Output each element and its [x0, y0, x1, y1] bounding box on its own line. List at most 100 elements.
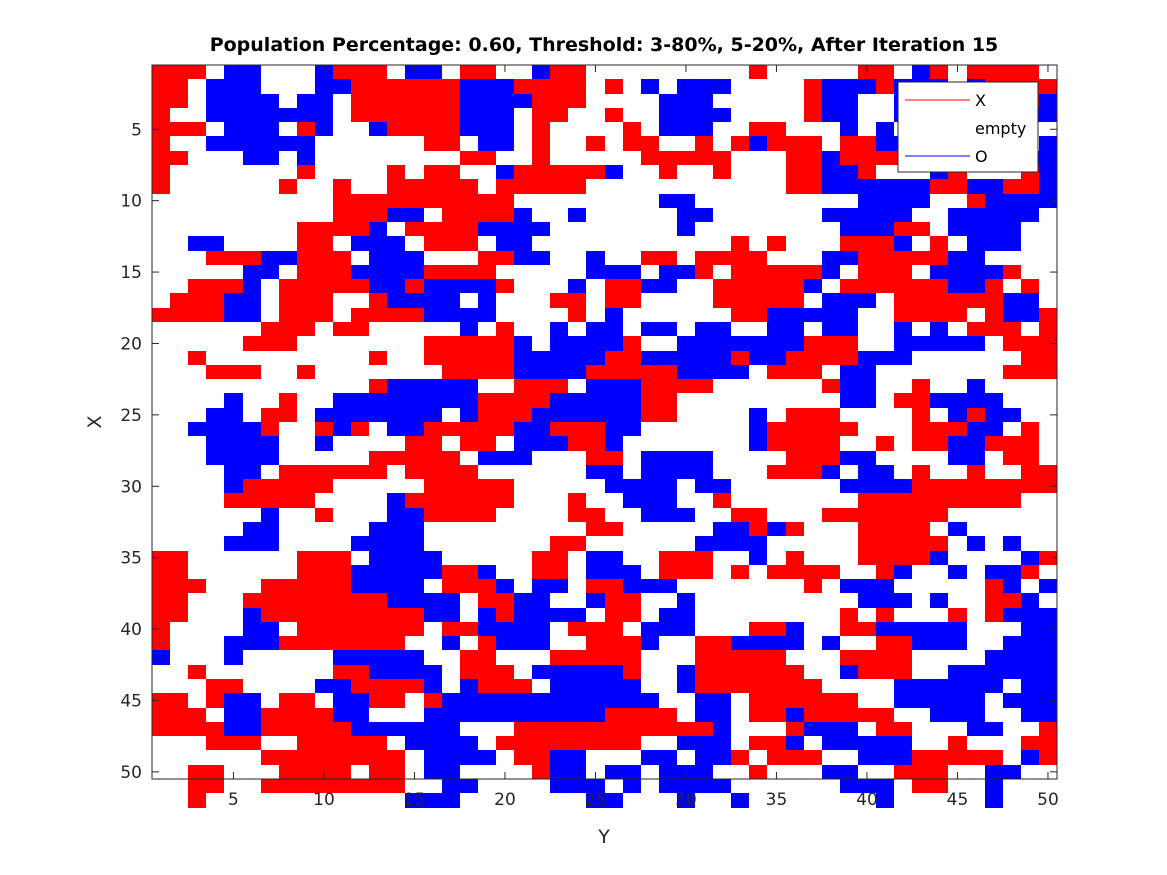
cell-empty: [279, 151, 297, 165]
cell-empty: [948, 793, 967, 808]
cell-empty: [731, 579, 749, 593]
cell-x: [786, 693, 804, 708]
cell-x: [261, 336, 279, 351]
cell-empty: [315, 393, 333, 408]
cell-empty: [858, 122, 876, 136]
cell-x: [405, 122, 424, 136]
cell-o: [568, 665, 586, 679]
cell-empty: [532, 679, 550, 693]
cell-empty: [930, 465, 948, 479]
cell-x: [804, 565, 822, 579]
cell-o: [496, 165, 514, 179]
cell-empty: [767, 551, 786, 565]
cell-o: [713, 79, 731, 94]
cell-x: [1003, 479, 1021, 493]
cell-x: [315, 608, 333, 622]
cell-empty: [1003, 422, 1021, 436]
cell-x: [912, 493, 930, 508]
cell-x: [424, 436, 442, 451]
cell-o: [315, 408, 333, 422]
cell-o: [369, 393, 387, 408]
cell-x: [532, 136, 550, 151]
cell-empty: [496, 436, 514, 451]
cell-empty: [894, 436, 912, 451]
cell-x: [767, 465, 786, 479]
cell-x: [279, 493, 297, 508]
cell-o: [387, 493, 405, 508]
cell-x: [315, 222, 333, 236]
cell-x: [514, 408, 532, 422]
cell-x: [967, 479, 985, 493]
cell-o: [460, 393, 478, 408]
cell-o: [659, 194, 677, 208]
cell-empty: [731, 422, 749, 436]
cell-o: [460, 122, 478, 136]
cell-x: [279, 322, 297, 336]
cell-o: [424, 565, 442, 579]
cell-o: [224, 122, 243, 136]
cell-empty: [496, 379, 514, 393]
cell-empty: [224, 165, 243, 179]
cell-x: [333, 593, 351, 608]
cell-empty: [659, 593, 677, 608]
cell-empty: [786, 208, 804, 222]
cell-x: [514, 679, 532, 693]
cell-o: [424, 293, 442, 308]
cell-empty: [822, 536, 840, 551]
cell-o: [532, 708, 550, 722]
cell-empty: [749, 451, 767, 465]
cell-empty: [586, 750, 605, 765]
cell-x: [1021, 565, 1039, 579]
cell-empty: [550, 151, 568, 165]
cell-x: [496, 336, 514, 351]
cell-x: [351, 622, 369, 636]
cell-x: [840, 650, 858, 665]
cell-empty: [279, 351, 297, 365]
cell-empty: [677, 708, 695, 722]
cell-x: [1021, 422, 1039, 436]
cell-o: [713, 736, 731, 750]
cell-empty: [822, 65, 840, 79]
cell-empty: [424, 522, 442, 536]
cell-o: [405, 593, 424, 608]
cell-empty: [550, 279, 568, 293]
cell-empty: [858, 436, 876, 451]
cell-empty: [749, 79, 767, 94]
cell-o: [912, 622, 930, 636]
cell-empty: [786, 579, 804, 593]
cell-empty: [967, 622, 985, 636]
cell-empty: [532, 793, 550, 808]
cell-empty: [767, 779, 786, 793]
cell-empty: [623, 508, 641, 522]
cell-empty: [568, 793, 586, 808]
cell-o: [967, 222, 985, 236]
cell-o: [948, 679, 967, 693]
cell-o: [731, 365, 749, 379]
cell-x: [496, 408, 514, 422]
cell-empty: [478, 179, 496, 194]
cell-o: [369, 222, 387, 236]
cell-o: [894, 336, 912, 351]
cell-o: [261, 636, 279, 650]
cell-empty: [405, 165, 424, 179]
cell-x: [804, 579, 822, 593]
cell-empty: [677, 179, 695, 194]
cell-empty: [1039, 593, 1057, 608]
cell-o: [1039, 650, 1057, 665]
cell-empty: [1039, 536, 1057, 551]
cell-empty: [695, 279, 713, 293]
cell-o: [514, 422, 532, 436]
cell-empty: [713, 179, 731, 194]
cell-empty: [297, 208, 315, 222]
cell-empty: [659, 679, 677, 693]
cell-x: [514, 79, 532, 94]
cell-o: [677, 622, 695, 636]
cell-empty: [840, 65, 858, 79]
cell-empty: [840, 593, 858, 608]
cell-o: [822, 465, 840, 479]
cell-o: [695, 351, 713, 365]
cell-empty: [894, 608, 912, 622]
cell-o: [623, 493, 641, 508]
cell-x: [985, 593, 1003, 608]
cell-empty: [152, 408, 170, 422]
